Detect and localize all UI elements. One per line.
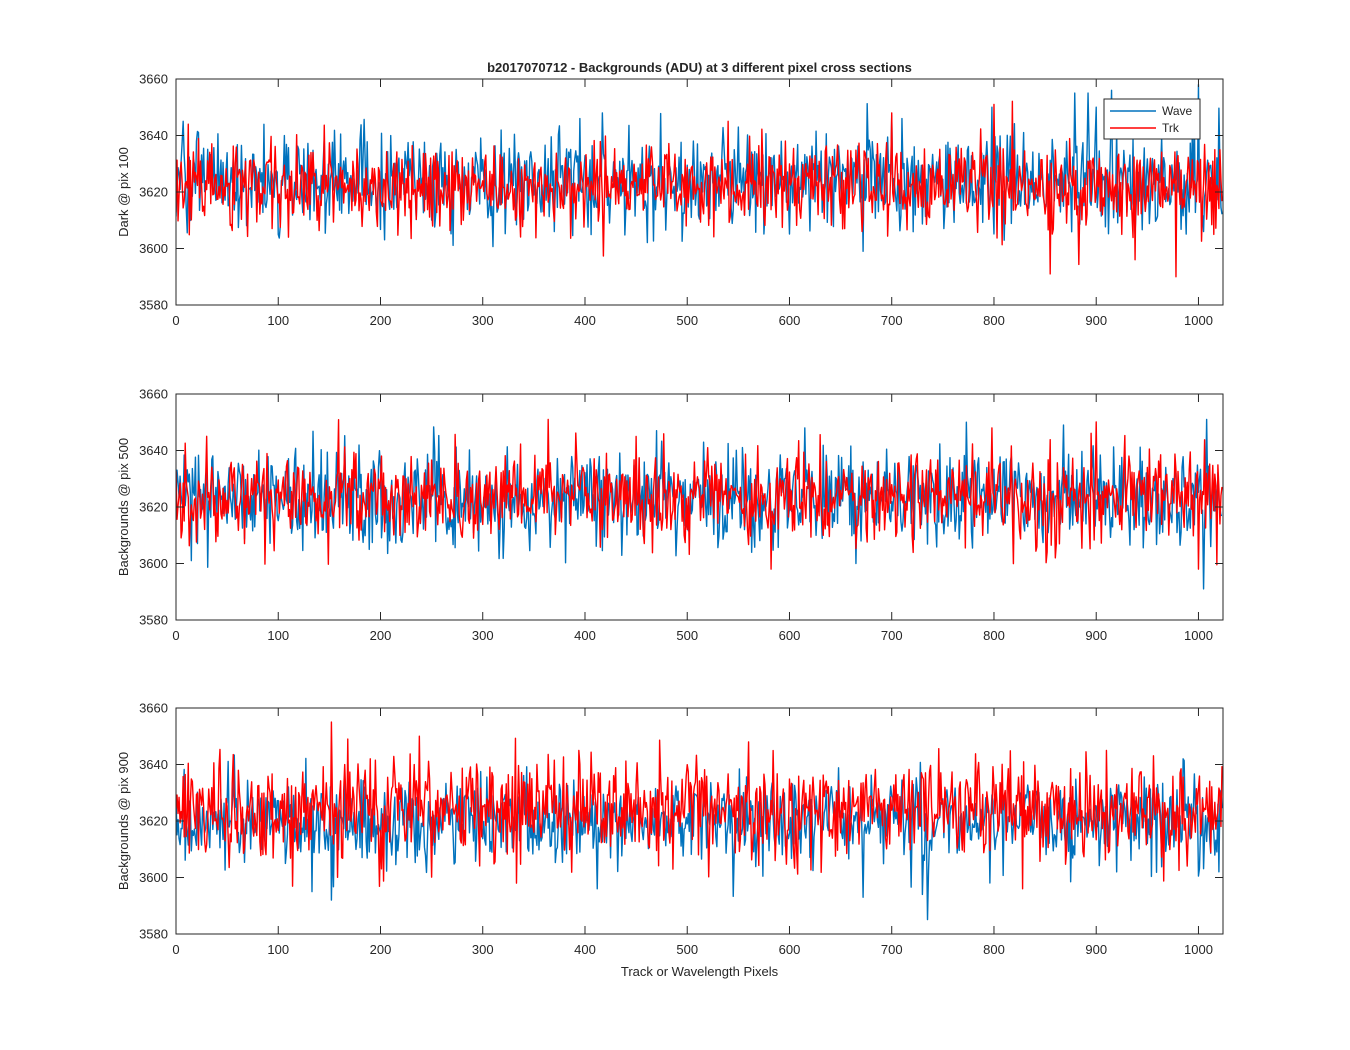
x-tick-label: 400 [574,942,596,957]
x-tick-label: 1000 [1184,628,1213,643]
x-tick-label: 900 [1085,313,1107,328]
x-tick-label: 600 [779,942,801,957]
tick-layer: 0 100 200 300 400 500 600 700 800 900 1000 3580 3600… [139,387,1223,643]
y-axis-label: Backgrounds @ pix 500 [116,438,131,576]
x-tick-label: 200 [370,313,392,328]
x-tick-label: 800 [983,628,1005,643]
x-tick-label: 200 [370,942,392,957]
x-tick-label: 300 [472,628,494,643]
x-tick-label: 500 [676,313,698,328]
y-axis-label: Dark @ pix 100 [116,147,131,237]
y-tick-label: 3660 [139,72,168,87]
x-tick-label: 500 [676,942,698,957]
chart-title: b2017070712 - Backgrounds (ADU) at 3 dif… [487,60,912,75]
x-tick-label: 0 [172,942,179,957]
x-tick-label: 600 [779,313,801,328]
series-line-trk [176,418,1223,570]
series-layer [176,418,1223,590]
subplot-dark-pix-100: 0 100 200 300 400 500 600 700 800 900 1000 3580 3600… [116,60,1224,328]
y-tick-label: 3600 [139,241,168,256]
y-tick-label: 3620 [139,814,168,829]
y-tick-label: 3660 [139,387,168,402]
x-tick-label: 400 [574,313,596,328]
x-tick-label: 600 [779,628,801,643]
series-line-trk [176,721,1223,890]
tick-layer: 0 100 200 300 400 500 600 700 800 900 1000 3580 3600… [139,72,1223,328]
y-tick-label: 3580 [139,613,168,628]
legend-box [1103,98,1201,140]
x-axis-label: Track or Wavelength Pixels [621,964,779,979]
y-tick-label: 3580 [139,927,168,942]
x-tick-label: 800 [983,313,1005,328]
x-tick-label: 800 [983,942,1005,957]
y-tick-label: 3600 [139,870,168,885]
x-tick-label: 100 [267,628,289,643]
subplot-backgrounds-pix-900: 0 100 200 300 400 500 600 700 800 900 1000 3580 3600… [116,701,1224,979]
tick-layer: 0 100 200 300 400 500 600 700 800 900 1000 3580 3600… [139,701,1223,957]
subplot-backgrounds-pix-500: 0 100 200 300 400 500 600 700 800 900 1000 3580 3600… [116,387,1224,643]
x-tick-label: 900 [1085,628,1107,643]
y-tick-label: 3640 [139,757,168,772]
y-axis-label: Backgrounds @ pix 900 [116,752,131,890]
x-tick-label: 700 [881,313,903,328]
legend: Wave Trk [1103,98,1201,140]
y-tick-label: 3640 [139,128,168,143]
x-tick-label: 0 [172,628,179,643]
series-line-trk [176,100,1223,278]
x-tick-label: 1000 [1184,313,1213,328]
x-tick-label: 0 [172,313,179,328]
y-tick-label: 3620 [139,500,168,515]
y-tick-label: 3660 [139,701,168,716]
x-tick-label: 500 [676,628,698,643]
y-tick-label: 3580 [139,298,168,313]
x-tick-label: 700 [881,942,903,957]
legend-label-wave: Wave [1162,104,1193,118]
x-tick-label: 700 [881,628,903,643]
y-tick-label: 3640 [139,443,168,458]
x-tick-label: 100 [267,313,289,328]
y-tick-label: 3620 [139,185,168,200]
x-tick-label: 100 [267,942,289,957]
series-layer [176,721,1223,921]
x-tick-label: 900 [1085,942,1107,957]
legend-label-trk: Trk [1162,121,1180,135]
series-layer [176,83,1223,278]
x-tick-label: 400 [574,628,596,643]
x-tick-label: 200 [370,628,392,643]
x-tick-label: 1000 [1184,942,1213,957]
y-tick-label: 3600 [139,556,168,571]
x-tick-label: 300 [472,313,494,328]
x-tick-label: 300 [472,942,494,957]
